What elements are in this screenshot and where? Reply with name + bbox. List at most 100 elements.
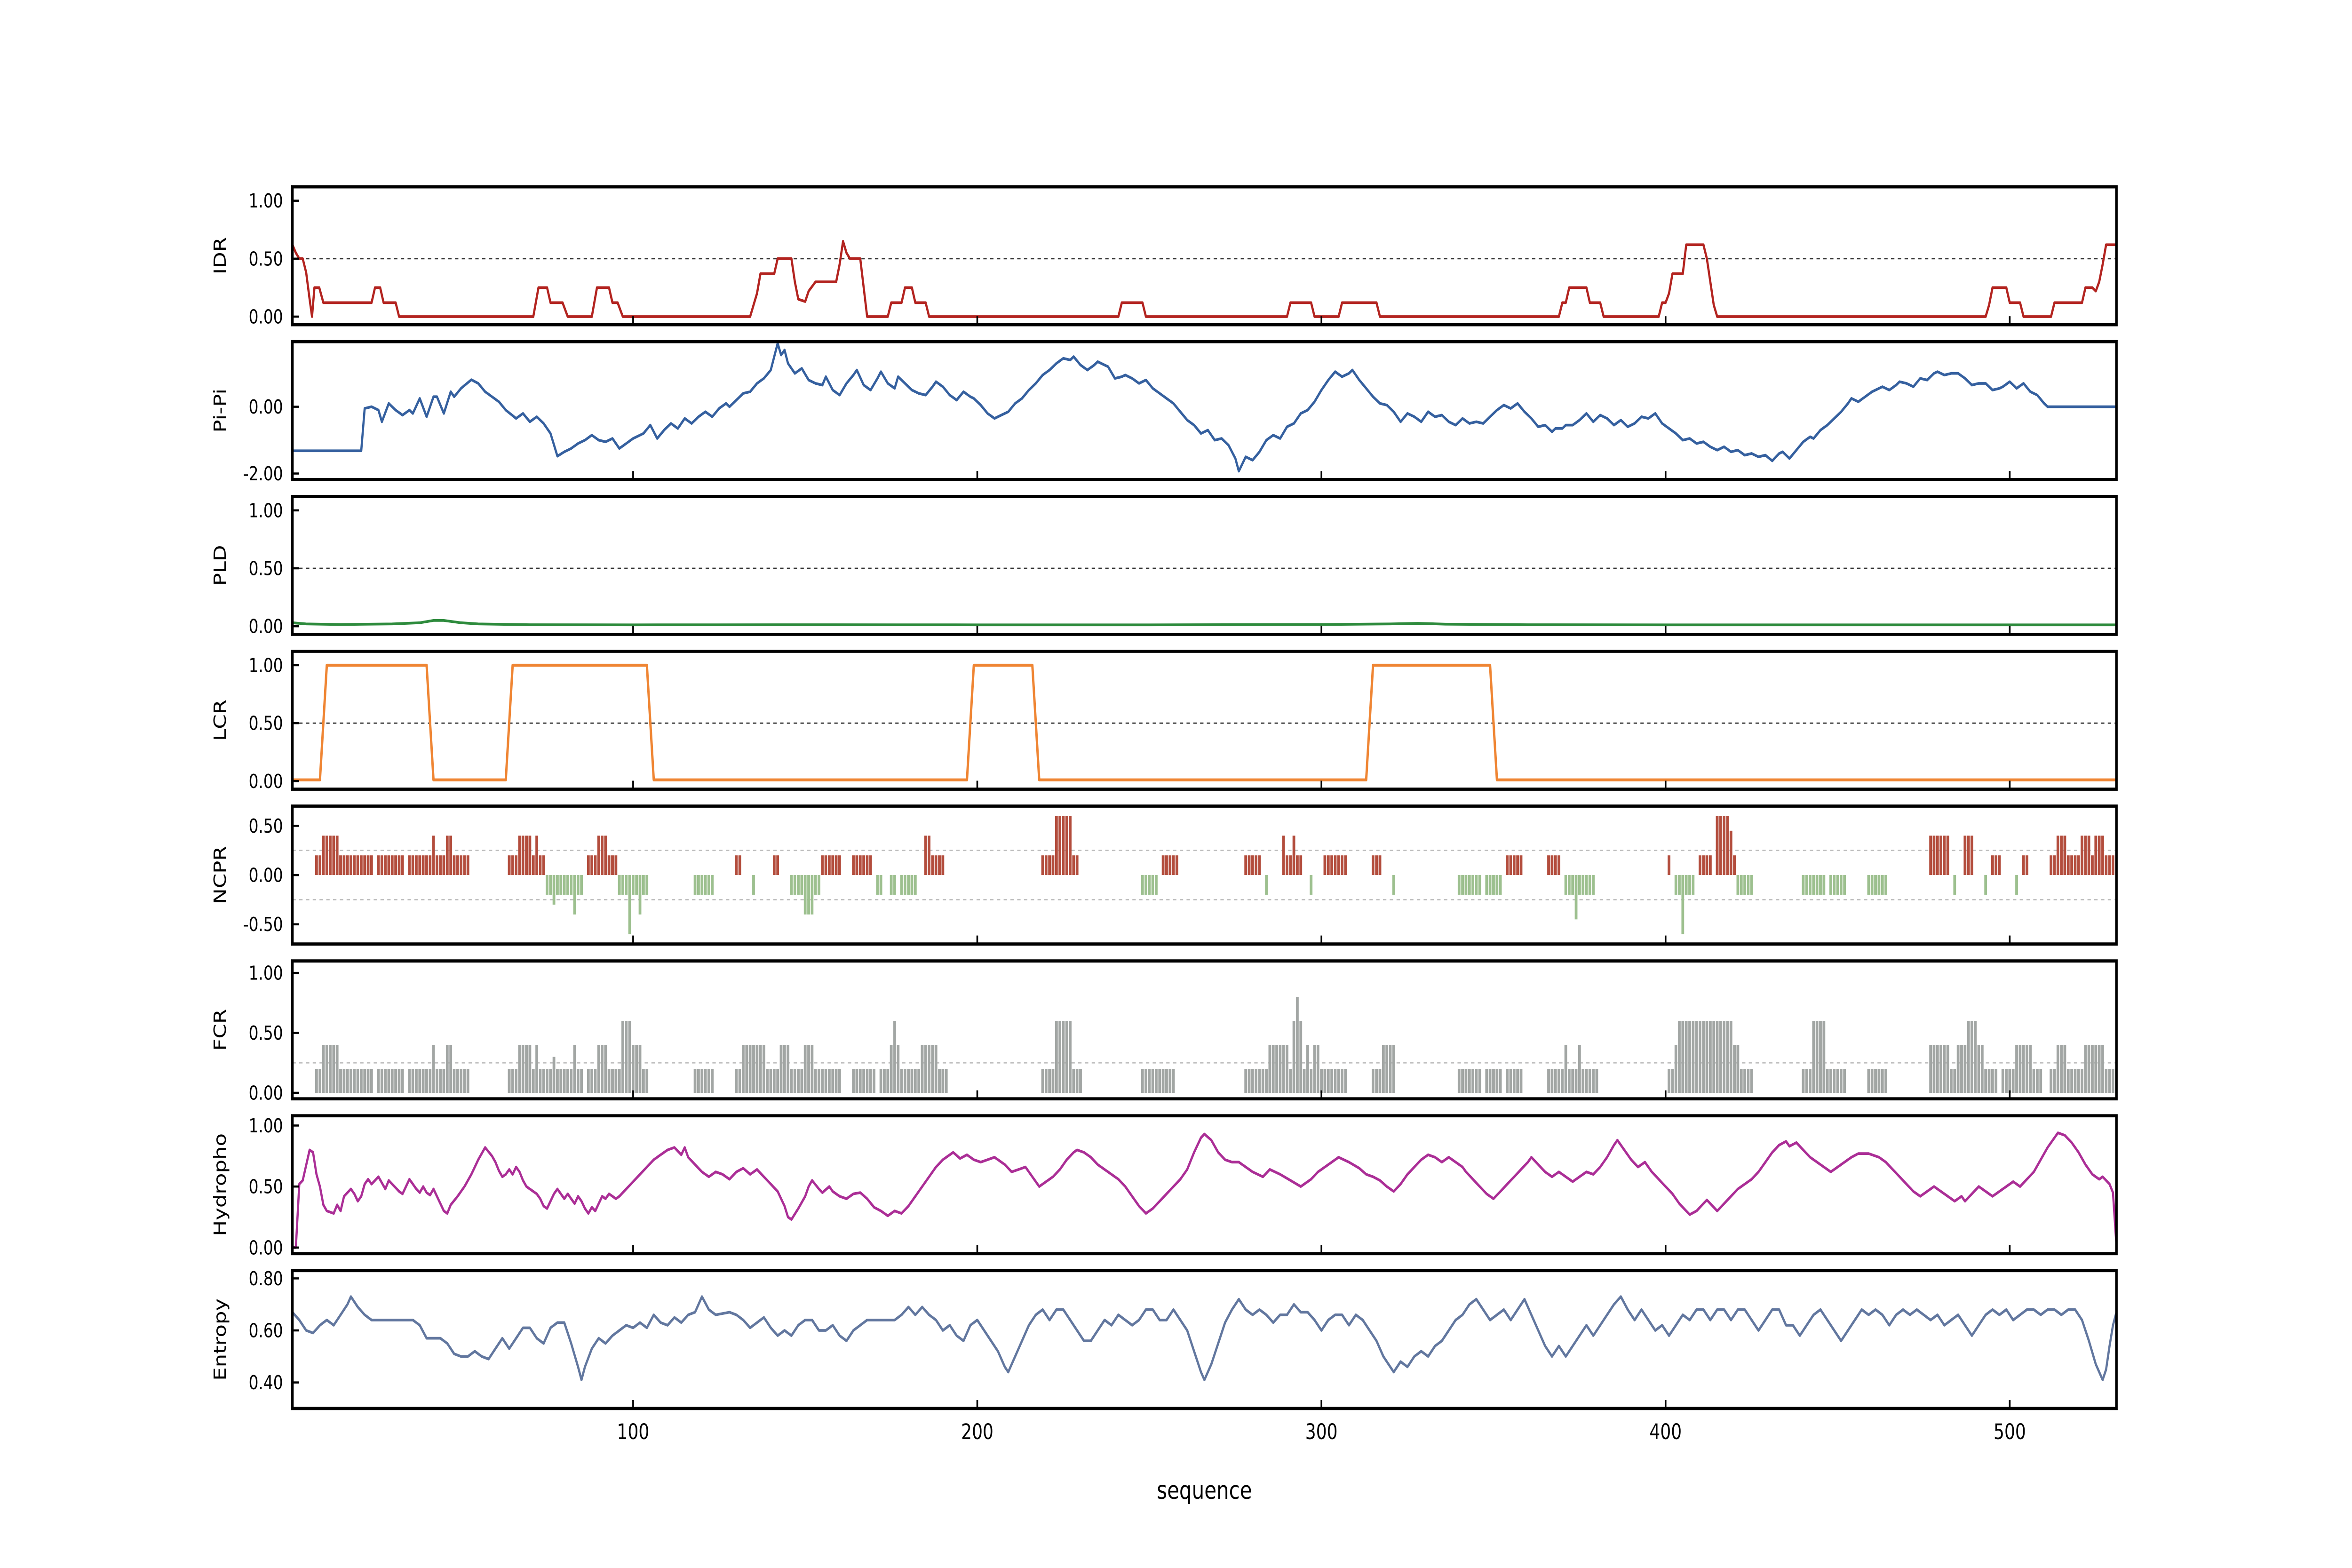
bar-ncpr: [1069, 816, 1072, 876]
bar-fcr: [394, 1068, 397, 1093]
bar-fcr: [2039, 1068, 2042, 1093]
bar-ncpr: [1292, 836, 1295, 876]
bar-fcr: [1155, 1068, 1158, 1093]
bar-fcr: [1065, 1021, 1068, 1093]
bar-fcr: [2066, 1068, 2070, 1093]
bar-ncpr: [1681, 875, 1685, 934]
bar-ncpr: [910, 875, 914, 895]
bar-ncpr: [1058, 816, 1061, 876]
panel-border-hydro: [291, 1114, 2118, 1256]
bar-ncpr: [1805, 875, 1808, 895]
bar-fcr: [463, 1068, 466, 1093]
bar-fcr: [831, 1068, 834, 1093]
bar-fcr: [752, 1045, 755, 1093]
bar-ncpr: [1692, 875, 1695, 895]
bar-fcr: [597, 1045, 600, 1093]
bar-ncpr: [370, 855, 373, 876]
bar-ncpr: [342, 855, 346, 876]
bar-ncpr: [2060, 836, 2063, 876]
bar-fcr: [1158, 1068, 1161, 1093]
bar-fcr: [1822, 1021, 1826, 1093]
bar-ncpr: [879, 875, 882, 895]
bar-fcr: [1956, 1045, 1960, 1093]
bar-ncpr: [535, 836, 538, 876]
bar-ncpr: [1963, 836, 1967, 876]
bar-fcr: [1967, 1021, 1970, 1093]
bar-ncpr: [831, 855, 834, 876]
bar-fcr: [1282, 1045, 1285, 1093]
bar-fcr: [738, 1068, 741, 1093]
bar-fcr: [1327, 1068, 1330, 1093]
bar-ncpr: [611, 855, 614, 876]
bar-fcr: [628, 1021, 631, 1093]
bar-fcr: [1578, 1045, 1581, 1093]
bar-ncpr: [2112, 855, 2114, 876]
bar-fcr: [642, 1068, 645, 1093]
y-axis-label-entropy: Entropy: [210, 1298, 230, 1381]
bar-fcr: [1581, 1068, 1585, 1093]
bar-ncpr: [456, 855, 459, 876]
bar-fcr: [938, 1068, 941, 1093]
bar-fcr: [755, 1045, 759, 1093]
bar-ncpr: [1736, 875, 1740, 895]
y-tick-label-fcr: 0.50: [249, 1022, 283, 1044]
bar-ncpr: [1971, 836, 1973, 876]
bar-fcr: [934, 1045, 938, 1093]
bar-ncpr: [1151, 875, 1154, 895]
bar-ncpr: [573, 875, 576, 915]
bar-ncpr: [597, 836, 600, 876]
bar-fcr: [618, 1068, 621, 1093]
bar-ncpr: [1877, 875, 1881, 895]
bar-ncpr: [408, 855, 411, 876]
bar-fcr: [1884, 1068, 1887, 1093]
bar-ncpr: [1723, 816, 1726, 876]
bar-fcr: [332, 1045, 335, 1093]
bar-ncpr: [1165, 855, 1168, 876]
bar-ncpr: [834, 855, 838, 876]
bar-fcr: [1492, 1068, 1495, 1093]
panel-border-idr: [291, 185, 2118, 326]
bar-ncpr: [1943, 836, 1946, 876]
bar-fcr: [945, 1068, 948, 1093]
bar-ncpr: [518, 836, 521, 876]
bar-fcr: [556, 1068, 559, 1093]
bar-fcr: [763, 1045, 765, 1093]
bar-fcr: [1712, 1021, 1716, 1093]
bar-ncpr: [463, 855, 466, 876]
bar-fcr: [1595, 1068, 1598, 1093]
bar-fcr: [2029, 1045, 2032, 1093]
bar-fcr: [1289, 1068, 1292, 1093]
bar-fcr: [549, 1068, 552, 1093]
bar-fcr: [366, 1068, 370, 1093]
bar-fcr: [2032, 1068, 2035, 1093]
bar-fcr: [621, 1021, 624, 1093]
bar-fcr: [779, 1045, 783, 1093]
bar-fcr: [408, 1068, 411, 1093]
bar-fcr: [1375, 1068, 1378, 1093]
bar-fcr: [2005, 1068, 2008, 1093]
bar-fcr: [2070, 1068, 2073, 1093]
bar-fcr: [1939, 1045, 1942, 1093]
bar-fcr: [1392, 1045, 1395, 1093]
bar-fcr: [2053, 1068, 2056, 1093]
bar-fcr: [418, 1068, 421, 1093]
bar-ncpr: [453, 855, 456, 876]
bar-ncpr: [1506, 855, 1509, 876]
bar-fcr: [1870, 1068, 1874, 1093]
y-tick-label-pld: 0.50: [249, 557, 283, 580]
bar-fcr: [432, 1045, 435, 1093]
bar-ncpr: [1829, 875, 1832, 895]
bar-ncpr: [828, 855, 831, 876]
bar-fcr: [1688, 1021, 1691, 1093]
bar-ncpr: [1870, 875, 1874, 895]
bar-ncpr: [1581, 875, 1585, 895]
bar-fcr: [1316, 1045, 1319, 1093]
panel-border-ncpr: [291, 804, 2118, 946]
y-axis-label-pld: PLD: [210, 545, 230, 586]
bar-ncpr: [332, 836, 335, 876]
bar-ncpr: [707, 875, 710, 895]
y-tick-label-lcr: 0.50: [249, 712, 283, 734]
bar-ncpr: [1702, 855, 1705, 876]
bar-fcr: [1372, 1068, 1375, 1093]
bar-ncpr: [1716, 816, 1719, 876]
